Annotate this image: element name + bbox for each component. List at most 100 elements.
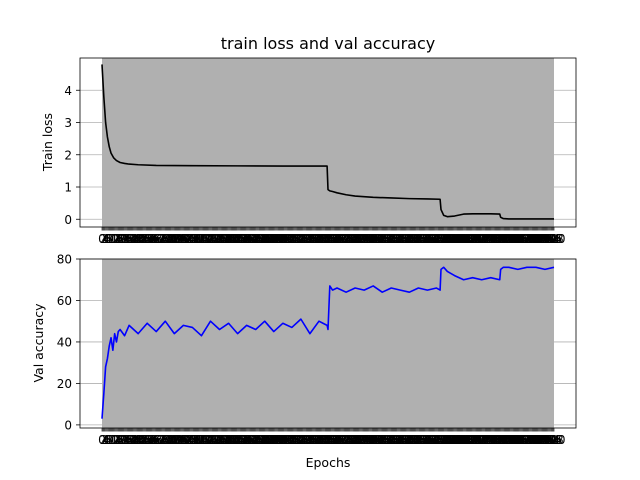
- train-loss-x-tick-label: 110: [190, 232, 213, 246]
- train-loss-x-tick-label: 320: [380, 232, 403, 246]
- val-accuracy-x-tick-label: 172: [246, 433, 269, 447]
- val-accuracy-x-tick-label: 32: [123, 433, 138, 447]
- val-accuracy-x-tick-label: 416: [467, 433, 490, 447]
- train-loss-x-tick-label: 44: [134, 232, 149, 246]
- train-loss-x-tick-label: 416: [467, 232, 490, 246]
- train-loss-x-tick-label: 20: [112, 232, 127, 246]
- train-loss-x-tick-label: 258: [324, 232, 347, 246]
- val-accuracy-x-tick-label: 124: [203, 433, 226, 447]
- val-accuracy-x-tick-label: 446: [494, 433, 517, 447]
- train-loss-x-tick-label: 28: [120, 232, 135, 246]
- val-accuracy-x-ticks: [101, 428, 555, 432]
- val-accuracy-x-tick-label: 70: [158, 433, 173, 447]
- val-accuracy-x-tick-label: 182: [255, 433, 278, 447]
- train-loss-x-tick-label: 66: [154, 232, 169, 246]
- val-accuracy-x-tick-label: 470: [515, 433, 538, 447]
- val-accuracy-x-tick-label: 348: [405, 433, 428, 447]
- x-axis-label: Epochs: [306, 455, 351, 470]
- val-accuracy-x-tick-label: 232: [300, 433, 323, 447]
- train-loss-x-tick-label: 260: [326, 232, 349, 246]
- val-accuracy-x-tick-label: 298: [360, 433, 383, 447]
- val-accuracy-x-tick-label: 494: [537, 433, 560, 447]
- val-accuracy-x-tick-label: 344: [402, 433, 425, 447]
- train-loss-x-tick-label: 212: [282, 232, 305, 246]
- val-accuracy-x-tick-label: 162: [237, 433, 260, 447]
- train-loss-x-tick-label: 364: [420, 232, 443, 246]
- train-loss-x-tick-label: 168: [242, 232, 265, 246]
- train-loss-x-tick-label: 72: [159, 232, 174, 246]
- train-loss-x-tick-label: 128: [206, 232, 229, 246]
- val-accuracy-x-tick-label: 296: [358, 433, 381, 447]
- train-loss-x-tick-label: 476: [521, 232, 544, 246]
- val-accuracy-x-tick-label: 206: [277, 433, 300, 447]
- train-loss-x-tick-label: 424: [474, 232, 497, 246]
- train-loss-x-tick-label: 184: [257, 232, 280, 246]
- train-loss-x-tick-label: 268: [333, 232, 356, 246]
- val-accuracy-x-tick-label: 40: [131, 433, 146, 447]
- train-loss-x-tick-label: 234: [302, 232, 325, 246]
- val-accuracy-x-tick-label: 128: [206, 433, 229, 447]
- train-loss-x-tick-label: 420: [470, 232, 493, 246]
- val-accuracy-y-tick-label: 0: [64, 418, 72, 432]
- train-loss-x-tick-label: 418: [468, 232, 491, 246]
- train-loss-x-tick-label: 292: [355, 232, 378, 246]
- train-loss-x-tick-label: 360: [416, 232, 439, 246]
- val-accuracy-x-tick-label: 390: [443, 433, 466, 447]
- val-accuracy-x-tick-label: 384: [438, 433, 461, 447]
- val-accuracy-y-tick-label: 80: [57, 253, 72, 267]
- train-loss-x-tick-label: 500: [543, 232, 566, 246]
- train-loss-x-tick-label: 302: [364, 232, 387, 246]
- val-accuracy-x-tick-label: 180: [253, 433, 276, 447]
- val-accuracy-x-tick-label: 56: [145, 433, 160, 447]
- train-loss-x-tick-label: 92: [178, 232, 193, 246]
- val-accuracy-x-tick-label: 366: [421, 433, 444, 447]
- train-loss-x-tick-label: 408: [459, 232, 482, 246]
- val-accuracy-x-tick-label: 280: [344, 433, 367, 447]
- val-accuracy-y-tick-label: 20: [57, 377, 72, 391]
- val-accuracy-x-tick-label: 268: [333, 433, 356, 447]
- train-loss-x-tick-label: 490: [534, 232, 557, 246]
- train-loss-x-tick-label: 366: [421, 232, 444, 246]
- val-accuracy-x-tick-label: 292: [355, 433, 378, 447]
- val-accuracy-x-tick-label: 36: [127, 433, 142, 447]
- val-accuracy-x-tick-label: 236: [304, 433, 327, 447]
- val-accuracy-x-tick-label: 22: [114, 433, 129, 447]
- train-loss-x-tick-label: 312: [373, 232, 396, 246]
- val-accuracy-y-tick-label: 60: [57, 294, 72, 308]
- val-accuracy-x-tick-label: 76: [163, 433, 178, 447]
- val-accuracy-x-tick-label: 346: [403, 433, 426, 447]
- val-accuracy-x-tick-label: 122: [201, 433, 224, 447]
- val-accuracy-x-tick-label: 250: [317, 433, 340, 447]
- val-accuracy-x-tick-label: 352: [409, 433, 432, 447]
- val-accuracy-x-tick-label: 320: [380, 433, 403, 447]
- val-accuracy-x-tick-label: 228: [297, 433, 320, 447]
- val-accuracy-x-tick-label: 2: [100, 433, 108, 447]
- train-loss-x-tick-label: 486: [530, 232, 553, 246]
- train-loss-x-tick-label: 392: [445, 232, 468, 246]
- train-loss-x-tick-label: 472: [517, 232, 540, 246]
- val-accuracy-x-tick-label: 42: [132, 433, 147, 447]
- val-accuracy-x-tick-label: 144: [221, 433, 244, 447]
- train-loss-x-tick-label: 458: [505, 232, 528, 246]
- val-accuracy-x-tick-label: 294: [356, 433, 379, 447]
- val-accuracy-x-tick-label: 336: [394, 433, 417, 447]
- y-axis-label-val-accuracy: Val accuracy: [31, 303, 46, 383]
- train-loss-x-tick-label: 274: [338, 232, 361, 246]
- val-accuracy-x-tick-label: 412: [463, 433, 486, 447]
- val-accuracy-x-tick-label: 200: [271, 433, 294, 447]
- train-loss-x-tick-label: 276: [340, 232, 363, 246]
- train-loss-x-tick-label: 174: [248, 232, 271, 246]
- train-loss-axes-frame: [79, 57, 577, 228]
- val-accuracy-x-tick-label: 490: [534, 433, 557, 447]
- val-accuracy-x-tick-label: 464: [510, 433, 533, 447]
- val-accuracy-x-tick-label: 458: [505, 433, 528, 447]
- train-loss-x-tick-label: 390: [443, 232, 466, 246]
- train-loss-x-tick-label: 208: [279, 232, 302, 246]
- val-accuracy-x-tick-label: 252: [318, 433, 341, 447]
- train-loss-x-tick-label: 404: [456, 232, 479, 246]
- val-accuracy-x-tick-label: 496: [539, 433, 562, 447]
- val-accuracy-x-tick-label: 444: [492, 433, 515, 447]
- train-loss-y-tick-label: 3: [64, 116, 72, 130]
- val-accuracy-x-tick-label: 216: [286, 433, 309, 447]
